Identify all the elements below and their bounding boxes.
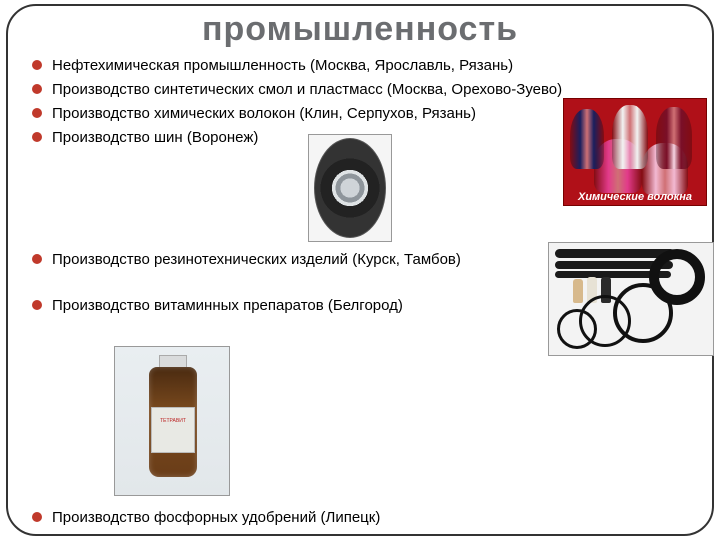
slide-frame: промышленность Нефтехимическая промышлен… <box>6 4 714 536</box>
bullet-item: Нефтехимическая промышленность (Москва, … <box>32 56 513 76</box>
fiber-cone-icon <box>570 109 604 169</box>
bullet-item: Производство фосфорных удобрений (Липецк… <box>32 508 380 528</box>
bullet-item: Производство синтетических смол и пластм… <box>32 80 562 100</box>
bullet-item: Производство витаминных препаратов (Белг… <box>32 296 403 316</box>
fiber-cone-icon <box>656 107 692 169</box>
bottle-label: ТЕТРАВИТ <box>151 407 195 453</box>
fiber-cone-icon <box>612 105 648 169</box>
image-chemical-fibers: Химические волокна <box>563 98 707 206</box>
bullet-item: Производство шин (Воронеж) <box>32 128 258 148</box>
image-tire <box>308 134 392 242</box>
bullet-item: Производство резинотехнических изделий (… <box>32 250 461 270</box>
image-vitamin-bottle: ТЕТРАВИТ <box>114 346 230 496</box>
slide-title: промышленность <box>8 10 712 49</box>
tire-icon <box>314 138 386 238</box>
rubber-ring-icon <box>557 309 597 349</box>
image-rubber-parts <box>548 242 714 356</box>
rubber-peg-icon <box>573 279 583 303</box>
image-caption: Химические волокна <box>564 191 706 203</box>
bullet-item: Производство химических волокон (Клин, С… <box>32 104 476 124</box>
